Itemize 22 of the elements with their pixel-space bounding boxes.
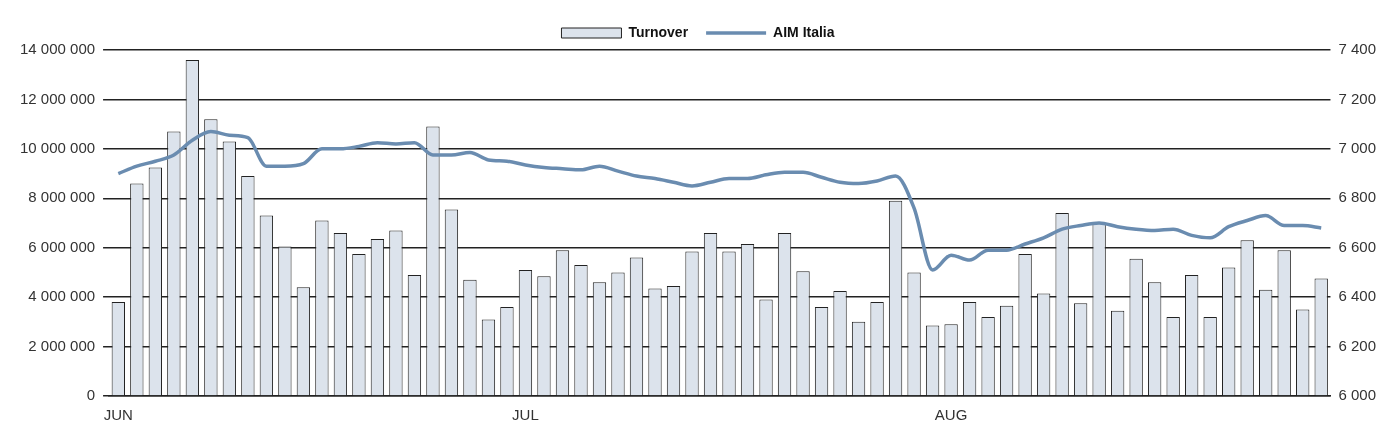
y2-tick-label: 6 400 <box>1338 287 1377 305</box>
y-tick-label: 0 <box>86 386 96 404</box>
y2-tick-label: 6 000 <box>1338 386 1377 404</box>
x-tick-label: AUG <box>934 406 968 424</box>
y2-tick-label: 6 800 <box>1338 188 1377 206</box>
y-tick-label: 10 000 000 <box>20 139 96 156</box>
line-series <box>116 129 1323 272</box>
legend-label: AIM Italia <box>773 23 835 40</box>
x-tick-label: JUL <box>512 406 539 424</box>
y2-tick-label: 7 400 <box>1338 40 1377 58</box>
y2-tick-label: 7 000 <box>1338 139 1377 156</box>
legend-label: Turnover <box>628 23 689 40</box>
y2-tick-label: 6 200 <box>1338 336 1377 354</box>
y-tick-label: 4 000 000 <box>28 287 96 305</box>
y2-tick-label: 6 600 <box>1338 237 1377 255</box>
y2-tick-label: 7 200 <box>1338 89 1377 107</box>
y-tick-label: 8 000 000 <box>28 188 96 206</box>
y-tick-label: 6 000 000 <box>28 237 96 255</box>
y-tick-label: 2 000 000 <box>28 336 96 354</box>
y-tick-label: 12 000 000 <box>20 89 96 107</box>
x-tick-label: JUN <box>103 406 133 424</box>
y-tick-label: 14 000 000 <box>20 40 96 58</box>
